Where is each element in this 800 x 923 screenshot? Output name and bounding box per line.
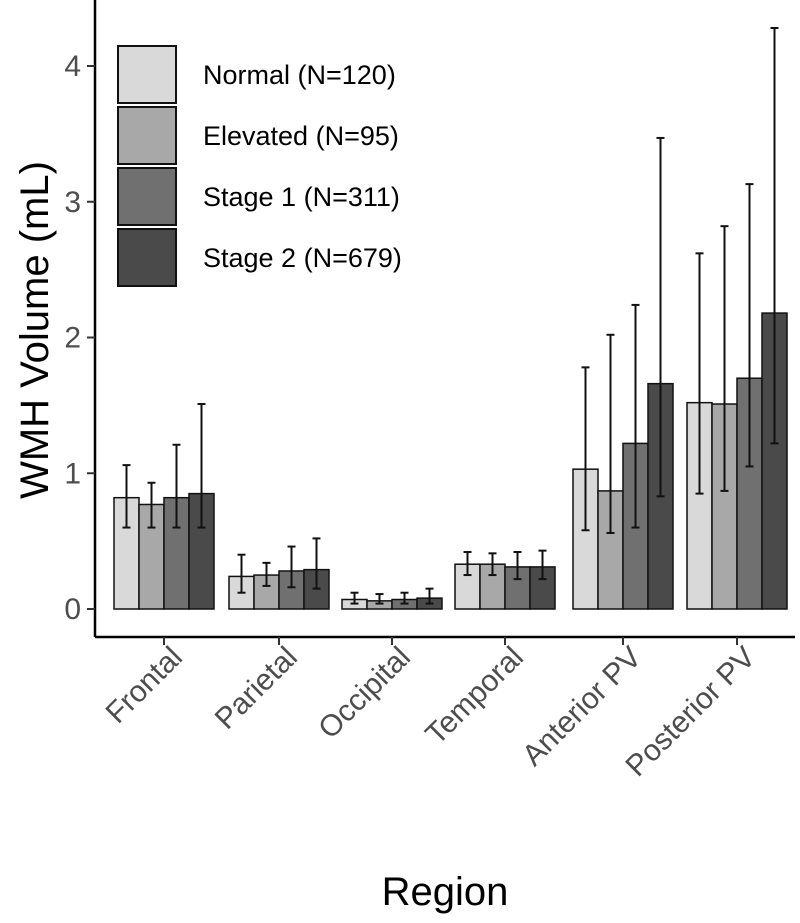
y-tick-label: 3 [64, 186, 81, 219]
legend-item-4: Stage 2 (N=679) [117, 228, 402, 287]
y-tick-label: 2 [64, 322, 81, 355]
error-bar-frontal-series-4 [197, 403, 206, 529]
error-bar-anterior-pv-series-2 [606, 333, 615, 534]
legend-item-1: Normal (N=120) [117, 45, 396, 104]
legend-item-3: Stage 1 (N=311) [117, 167, 400, 226]
error-bar-parietal-series-4 [312, 537, 321, 590]
error-bar-occipital-series-1 [350, 591, 359, 605]
legend: Normal (N=120) Elevated (N=95) Stage 1 (N=… [106, 40, 484, 298]
legend-label: Elevated (N=95) [203, 121, 399, 151]
x-axis-ticks: Frontal Parietal Occipital TemporalAnterior… [100, 637, 762, 783]
error-bar-occipital-series-4 [425, 587, 434, 605]
legend-label: Stage 2 (N=679) [203, 243, 402, 273]
error-bar-parietal-series-1 [237, 553, 246, 594]
error-bar-anterior-pv-series-1 [581, 366, 590, 532]
bar-frontal-series-4 [188, 492, 215, 610]
error-bar-temporal-series-1 [463, 550, 472, 577]
y-axis-ticks: 0 1 2 3 4 [64, 50, 95, 626]
error-bar-parietal-series-2 [262, 561, 271, 587]
error-bar-temporal-series-3 [513, 550, 522, 581]
y-tick-label: 1 [64, 457, 81, 490]
error-bar-temporal-series-2 [488, 552, 497, 577]
legend-label: Normal (N=120) [203, 60, 396, 90]
legend-item-2: Elevated (N=95) [117, 106, 399, 165]
error-bar-posterior-pv-series-2 [720, 225, 729, 492]
y-axis-title: WMH Volume (mL) [13, 161, 57, 499]
error-bar-frontal-series-2 [147, 481, 156, 529]
y-tick-label: 4 [64, 50, 81, 83]
legend-swatch [117, 45, 177, 104]
error-bar-occipital-series-2 [375, 593, 384, 605]
x-tick-label-frontal: Frontal [100, 641, 189, 730]
error-bar-temporal-series-4 [538, 549, 547, 581]
y-tick-label: 0 [64, 593, 81, 626]
x-tick-label-parietal: Parietal [209, 641, 304, 736]
error-bar-frontal-series-1 [122, 464, 131, 529]
legend-label: Stage 1 (N=311) [203, 182, 400, 212]
error-bars-layer [122, 26, 779, 605]
x-tick-label-temporal: Temporal [419, 641, 530, 752]
x-tick-label-occipital: Occipital [312, 641, 417, 746]
error-bar-posterior-pv-series-3 [745, 183, 754, 468]
x-axis-title: Region [382, 870, 509, 914]
legend-swatch [117, 106, 177, 165]
bars-layer [113, 312, 788, 610]
legend-swatch [117, 228, 177, 287]
error-bar-anterior-pv-series-4 [656, 136, 665, 498]
error-bar-occipital-series-3 [400, 591, 409, 605]
error-bar-frontal-series-3 [172, 443, 181, 529]
error-bar-anterior-pv-series-3 [631, 303, 640, 529]
error-bar-posterior-pv-series-4 [770, 26, 779, 445]
error-bar-parietal-series-3 [287, 545, 296, 589]
error-bar-posterior-pv-series-1 [695, 252, 704, 495]
legend-swatch [117, 167, 177, 226]
